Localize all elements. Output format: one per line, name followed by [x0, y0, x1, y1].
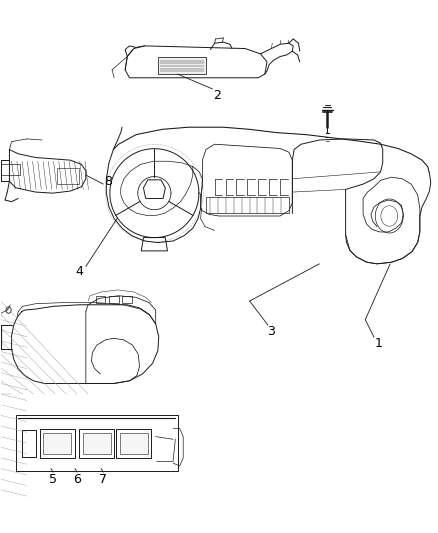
Text: 3: 3 — [268, 325, 276, 338]
Text: 1: 1 — [374, 337, 382, 350]
Bar — [21, 430, 35, 457]
Bar — [79, 429, 114, 458]
Text: 8: 8 — [104, 175, 112, 188]
Bar — [122, 296, 132, 303]
Bar — [40, 429, 75, 458]
Bar — [57, 168, 79, 184]
Bar — [117, 429, 151, 458]
Bar — [96, 296, 106, 303]
FancyBboxPatch shape — [16, 415, 177, 471]
Text: 4: 4 — [75, 265, 83, 278]
Bar — [43, 433, 71, 454]
Bar — [206, 197, 289, 213]
Bar — [1, 165, 20, 175]
Polygon shape — [125, 46, 267, 78]
Bar — [158, 57, 206, 74]
Text: 5: 5 — [49, 473, 57, 486]
Bar — [120, 433, 148, 454]
Text: 7: 7 — [99, 473, 107, 486]
Polygon shape — [141, 238, 167, 251]
Polygon shape — [144, 180, 165, 198]
Bar — [109, 296, 119, 303]
Text: 2: 2 — [213, 89, 221, 102]
Bar — [83, 433, 111, 454]
Text: 6: 6 — [73, 473, 81, 486]
